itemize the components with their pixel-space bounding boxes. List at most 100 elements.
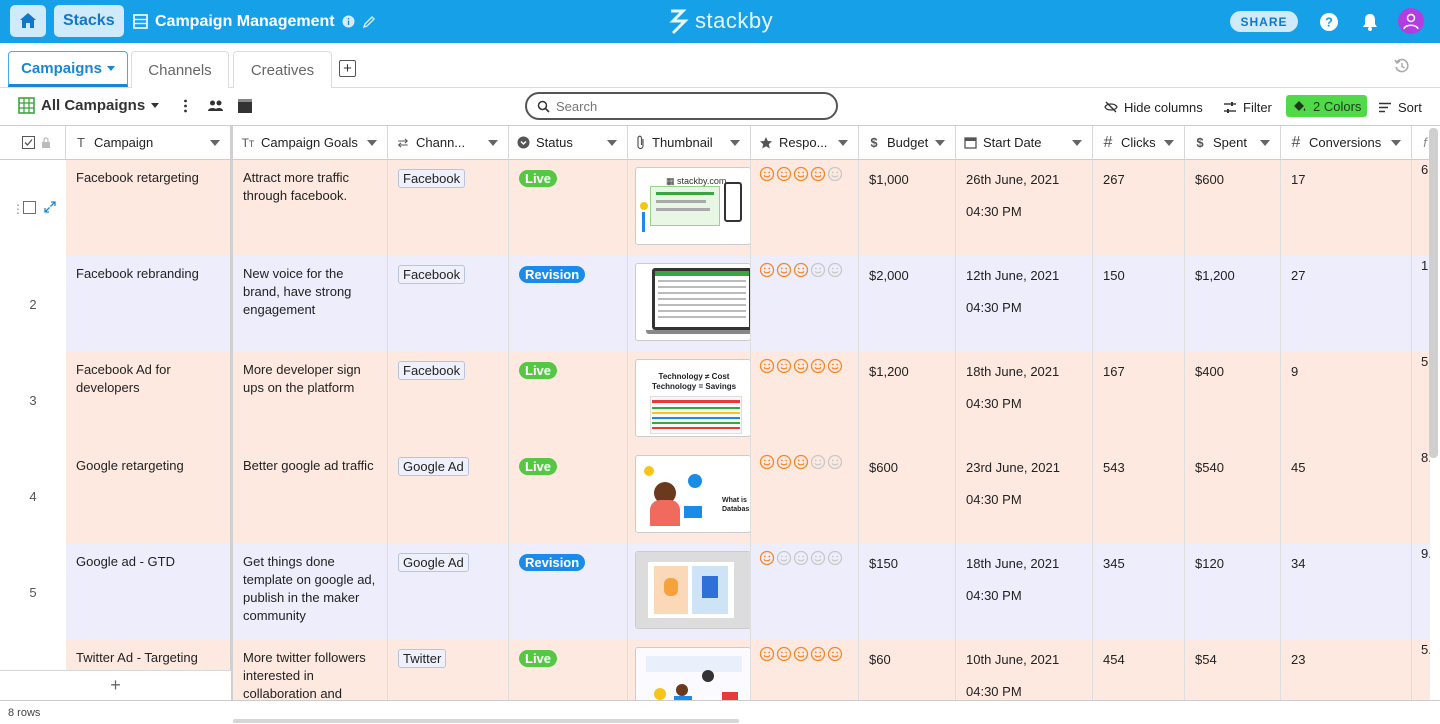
- cell-channel[interactable]: Google Ad: [388, 448, 509, 544]
- expand-row-icon[interactable]: [44, 201, 56, 213]
- thumbnail-image[interactable]: What is Databas: [635, 455, 750, 533]
- user-avatar[interactable]: [1398, 8, 1424, 34]
- cell-goals[interactable]: More developer sign ups on the platform: [233, 352, 388, 448]
- cell-conversions[interactable]: 27: [1281, 256, 1412, 352]
- column-header-campaign[interactable]: T Campaign: [66, 126, 231, 160]
- cell-budget[interactable]: $60: [859, 640, 956, 700]
- channel-chip[interactable]: Twitter: [398, 649, 447, 668]
- cell-conversions[interactable]: 9: [1281, 352, 1412, 448]
- cell-thumbnail[interactable]: [628, 256, 751, 352]
- rating-smiley-icon[interactable]: [810, 550, 826, 566]
- rating-smiley-icon[interactable]: [810, 358, 826, 374]
- cell-clicks[interactable]: 345: [1093, 544, 1185, 640]
- stacks-button[interactable]: Stacks: [54, 5, 124, 37]
- cell-channel[interactable]: Google Ad: [388, 544, 509, 640]
- cell-response[interactable]: [751, 544, 859, 640]
- column-header-formula[interactable]: f: [1412, 126, 1430, 160]
- colors-button[interactable]: 2 Colors: [1286, 95, 1368, 117]
- caret-down-icon[interactable]: [367, 140, 377, 146]
- cell-spent[interactable]: $1,200: [1185, 256, 1281, 352]
- channel-chip[interactable]: Google Ad: [398, 457, 469, 476]
- column-header-clicks[interactable]: # Clicks: [1093, 126, 1185, 160]
- row-number[interactable]: 3: [0, 352, 66, 448]
- row-checkbox[interactable]: [23, 201, 36, 214]
- cell-goals[interactable]: Get things done template on google ad, p…: [233, 544, 388, 640]
- cell-status[interactable]: Live: [509, 640, 628, 700]
- cell-budget[interactable]: $1,000: [859, 160, 956, 256]
- cell-spent[interactable]: $540: [1185, 448, 1281, 544]
- rating-smiley-icon[interactable]: [759, 646, 775, 662]
- cell-thumbnail[interactable]: [628, 640, 751, 700]
- rating-smiley-icon[interactable]: [793, 454, 809, 470]
- thumbnail-image[interactable]: ▦ stackby.com: [635, 167, 750, 245]
- rating-smiley-icon[interactable]: [776, 646, 792, 662]
- caret-down-icon[interactable]: [607, 140, 617, 146]
- cell-conversions[interactable]: 17: [1281, 160, 1412, 256]
- cell-campaign[interactable]: Google ad - GTD: [66, 544, 231, 640]
- tab-creatives[interactable]: Creatives: [233, 51, 332, 88]
- rating-smiley-icon[interactable]: [776, 166, 792, 182]
- row-number[interactable]: 2: [0, 256, 66, 352]
- column-header-channel[interactable]: ⇄ Chann...: [388, 126, 509, 160]
- cell-status[interactable]: Revision: [509, 256, 628, 352]
- cell-spent[interactable]: $400: [1185, 352, 1281, 448]
- rating-smiley-icon[interactable]: [827, 454, 843, 470]
- cell-formula[interactable]: 9.8: [1412, 544, 1430, 640]
- tab-channels[interactable]: Channels: [131, 51, 229, 88]
- tab-campaigns[interactable]: Campaigns: [8, 51, 128, 87]
- info-icon[interactable]: [342, 15, 355, 28]
- rating-smiley-icon[interactable]: [793, 358, 809, 374]
- rating-smiley-icon[interactable]: [776, 358, 792, 374]
- cell-start-date[interactable]: 26th June, 2021 04:30 PM: [956, 160, 1093, 256]
- cell-response[interactable]: [751, 448, 859, 544]
- rating-smiley-icon[interactable]: [810, 166, 826, 182]
- search-box[interactable]: [525, 92, 838, 120]
- rating-control[interactable]: [759, 166, 850, 182]
- cell-thumbnail[interactable]: [628, 544, 751, 640]
- rating-smiley-icon[interactable]: [810, 646, 826, 662]
- collaborators-button[interactable]: [207, 99, 224, 116]
- rating-smiley-icon[interactable]: [827, 550, 843, 566]
- cell-start-date[interactable]: 12th June, 2021 04:30 PM: [956, 256, 1093, 352]
- caret-down-icon[interactable]: [1072, 140, 1082, 146]
- cell-channel[interactable]: Facebook: [388, 256, 509, 352]
- cell-thumbnail[interactable]: What is Databas: [628, 448, 751, 544]
- caret-down-icon[interactable]: [210, 140, 220, 146]
- cell-clicks[interactable]: 543: [1093, 448, 1185, 544]
- history-button[interactable]: [1393, 57, 1411, 78]
- help-button[interactable]: ?: [1318, 11, 1340, 33]
- notifications-button[interactable]: [1359, 11, 1381, 33]
- rating-smiley-icon[interactable]: [759, 358, 775, 374]
- hide-columns-button[interactable]: Hide columns: [1104, 96, 1203, 118]
- filter-button[interactable]: Filter: [1223, 96, 1272, 118]
- rating-smiley-icon[interactable]: [827, 262, 843, 278]
- cell-response[interactable]: [751, 640, 859, 700]
- status-badge[interactable]: Live: [519, 170, 558, 187]
- channel-chip[interactable]: Google Ad: [398, 553, 469, 572]
- share-button[interactable]: SHARE: [1230, 11, 1298, 32]
- checkbox-icon[interactable]: [22, 136, 35, 149]
- status-badge[interactable]: Live: [519, 458, 558, 475]
- caret-down-icon[interactable]: [935, 140, 945, 146]
- cell-conversions[interactable]: 23: [1281, 640, 1412, 700]
- channel-chip[interactable]: Facebook: [398, 169, 466, 188]
- view-selector[interactable]: All Campaigns: [18, 97, 160, 114]
- cell-spent[interactable]: $120: [1185, 544, 1281, 640]
- cell-campaign[interactable]: Facebook rebranding: [66, 256, 231, 352]
- more-options-button[interactable]: [183, 99, 188, 116]
- cell-response[interactable]: [751, 256, 859, 352]
- add-row-button[interactable]: +: [0, 670, 231, 700]
- cell-response[interactable]: [751, 352, 859, 448]
- row-number[interactable]: ⋮: [0, 160, 66, 256]
- cell-formula[interactable]: 1: [1412, 256, 1430, 352]
- column-header-thumbnail[interactable]: Thumbnail: [628, 126, 751, 160]
- caret-down-icon[interactable]: [488, 140, 498, 146]
- cell-thumbnail[interactable]: ▦ stackby.com: [628, 160, 751, 256]
- rating-control[interactable]: [759, 454, 850, 470]
- vertical-scrollbar[interactable]: [1429, 128, 1438, 458]
- rating-control[interactable]: [759, 358, 850, 374]
- column-header-response[interactable]: Respo...: [751, 126, 859, 160]
- cell-formula[interactable]: 5.0: [1412, 640, 1430, 700]
- status-badge[interactable]: Revision: [519, 554, 586, 571]
- rating-control[interactable]: [759, 646, 850, 662]
